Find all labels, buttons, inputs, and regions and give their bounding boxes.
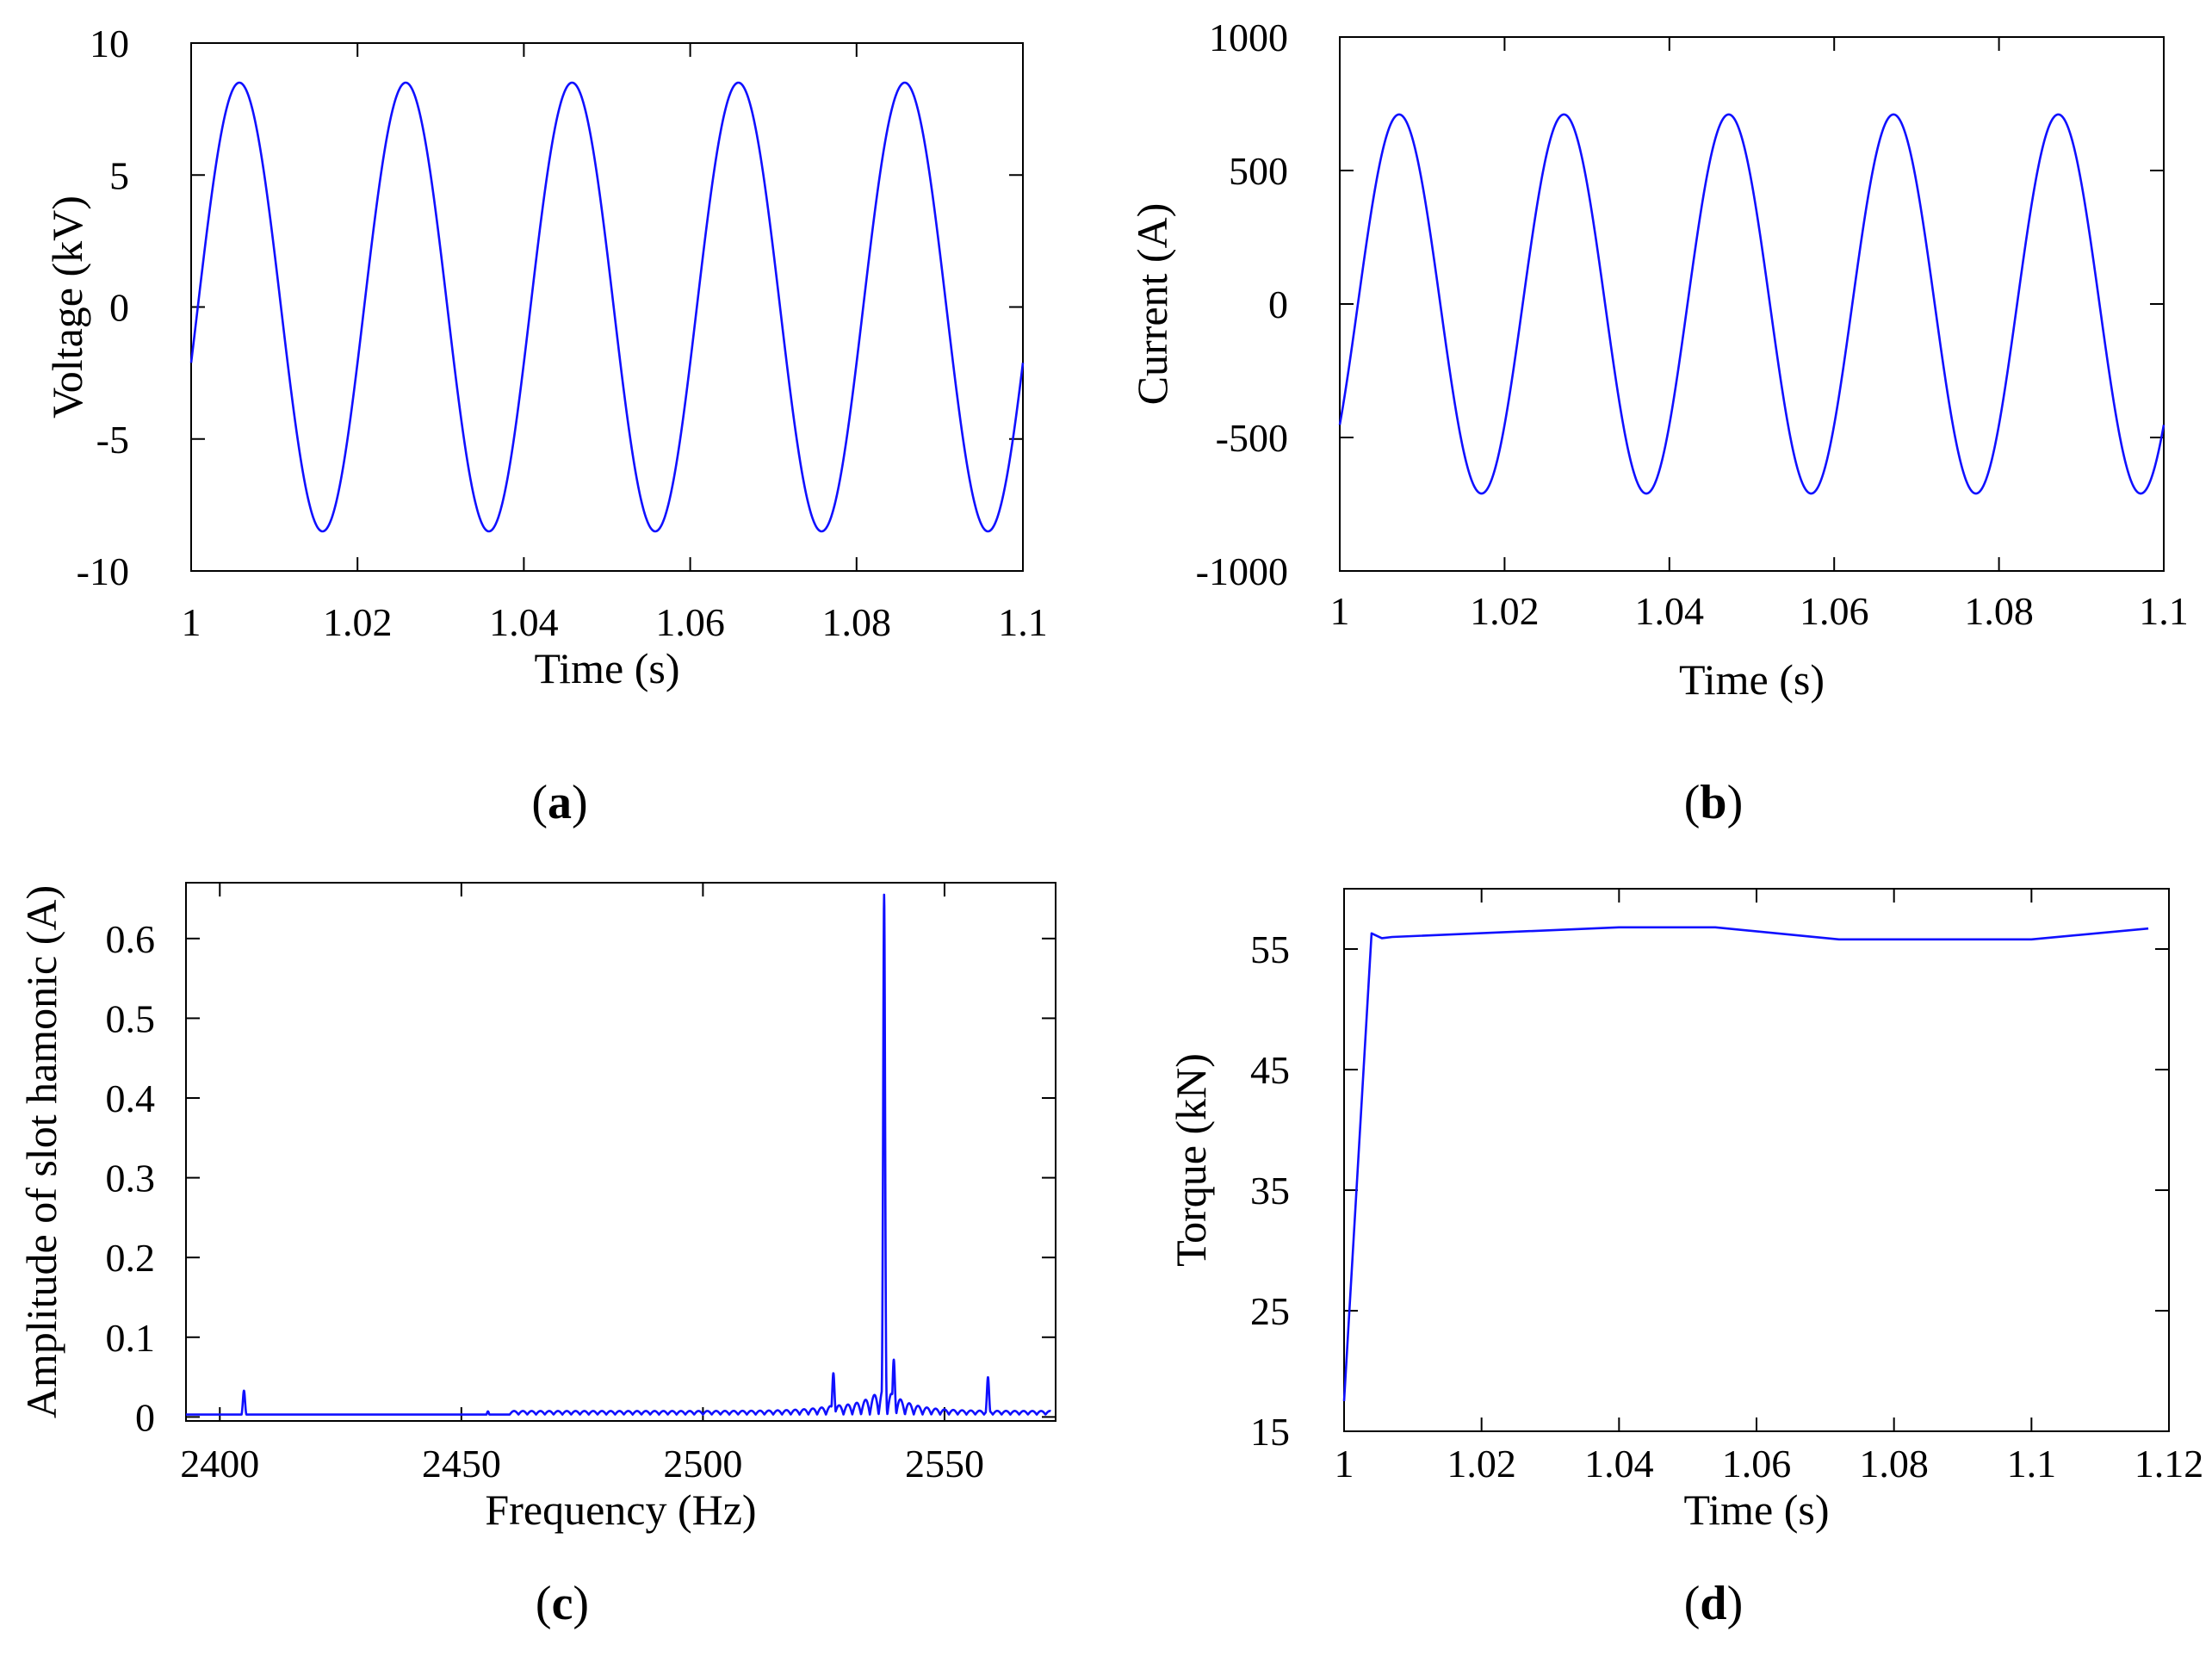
x-tick-label: 1.08	[1859, 1442, 1929, 1486]
series-line-current	[1338, 113, 2166, 495]
series-line-torque	[1342, 926, 2149, 1402]
panel-caption: (b)	[1684, 776, 1743, 829]
x-axis-title: Time (s)	[1679, 655, 1825, 704]
y-tick-label: 1000	[1209, 16, 1288, 59]
x-tick-label: 1.02	[1447, 1442, 1516, 1486]
x-tick-label: 1.1	[998, 600, 1048, 644]
series-line-voltage	[189, 81, 1025, 533]
x-axis-title: Frequency (Hz)	[485, 1486, 756, 1534]
x-tick-label: 1.04	[489, 600, 559, 644]
y-axis-title: Voltage (kV)	[43, 195, 91, 419]
y-tick-label: 15	[1250, 1410, 1290, 1454]
x-tick-label: 1.06	[1722, 1442, 1792, 1486]
y-tick-label: -10	[77, 549, 129, 593]
y-tick-label: 0.1	[106, 1316, 156, 1360]
series-line-slot-harmonic-spectrum	[184, 893, 1052, 1416]
panel-caption-letter: d	[1700, 1577, 1726, 1630]
x-tick-label: 1.04	[1635, 589, 1705, 633]
x-tick-label: 1.08	[1964, 589, 2034, 633]
y-tick-label: -1000	[1196, 549, 1288, 593]
x-tick-label: 1.02	[323, 600, 393, 644]
y-tick-label: 0	[1268, 282, 1288, 326]
x-tick-label: 1.06	[655, 600, 725, 644]
panel-caption: (c)	[536, 1577, 589, 1630]
y-axis-title: Amplitude of slot hamonic (A)	[17, 885, 65, 1418]
y-tick-label: -5	[96, 418, 129, 462]
y-tick-label: 0.6	[106, 917, 156, 961]
x-axis-title: Time (s)	[534, 644, 679, 692]
y-tick-label: 0.4	[106, 1076, 156, 1120]
panel-caption: (a)	[531, 776, 587, 829]
panel-caption-letter: a	[548, 776, 572, 829]
x-axis-title: Time (s)	[1683, 1486, 1829, 1534]
y-tick-label: 45	[1250, 1048, 1290, 1092]
x-tick-label: 1	[182, 600, 201, 644]
panel-caption-letter: b	[1700, 776, 1726, 829]
x-tick-label: 1.02	[1470, 589, 1540, 633]
x-tick-label: 1.04	[1584, 1442, 1654, 1486]
panel-caption-letter: c	[552, 1577, 573, 1630]
plot-frame	[190, 42, 1024, 572]
plot-frame	[1343, 888, 2170, 1432]
y-tick-label: 55	[1250, 927, 1290, 971]
panel-d-torque: 1 1.02 1.04 1.06 1.08 1.1 1.12 15 25 35 45 55 Time (…	[1167, 888, 2204, 1630]
x-tick-label: 1	[1335, 1442, 1354, 1486]
panel-a-voltage: 1 1.02 1.04 1.06 1.08 1.1 -10 -5 0 5 10 Time (s) Vol…	[43, 22, 1048, 829]
x-tick-label: 1.1	[2139, 589, 2189, 633]
y-tick-label: 0	[109, 286, 129, 330]
y-axis-title: Current (A)	[1128, 203, 1176, 406]
x-tick-label: 1	[1330, 589, 1350, 633]
y-tick-label: 5	[109, 153, 129, 197]
plot-frame	[185, 882, 1056, 1422]
y-tick-label: 500	[1229, 149, 1288, 193]
y-axis-title: Torque (kN)	[1167, 1053, 1215, 1267]
x-tick-label: 2550	[905, 1442, 984, 1486]
x-tick-label: 1.1	[2007, 1442, 2057, 1486]
y-tick-label: 0.2	[106, 1236, 156, 1280]
panel-b-current: 1 1.02 1.04 1.06 1.08 1.1 -1000 -500 0 500 1000 Tim…	[1128, 16, 2189, 829]
y-tick-label: 0.5	[106, 996, 156, 1040]
x-tick-label: 2400	[180, 1442, 259, 1486]
y-tick-label: 10	[90, 22, 129, 65]
y-tick-label: 35	[1250, 1169, 1290, 1213]
y-tick-label: 0.3	[106, 1157, 156, 1200]
x-tick-label: 1.08	[822, 600, 892, 644]
y-tick-label: 25	[1250, 1289, 1290, 1333]
y-tick-label: -500	[1216, 416, 1288, 460]
x-tick-label: 1.06	[1800, 589, 1869, 633]
panel-c-slot-harmonic: 2400 2450 2500 2550 0 0.1 0.2 0.3 0.4 0.5 0.6 Frequ…	[17, 882, 1056, 1630]
x-tick-label: 2500	[663, 1442, 742, 1486]
x-tick-label: 2450	[422, 1442, 501, 1486]
y-tick-label: 0	[135, 1395, 155, 1439]
x-tick-label: 1.12	[2135, 1442, 2204, 1486]
plot-frame	[1339, 36, 2165, 572]
panel-caption: (d)	[1684, 1577, 1743, 1630]
